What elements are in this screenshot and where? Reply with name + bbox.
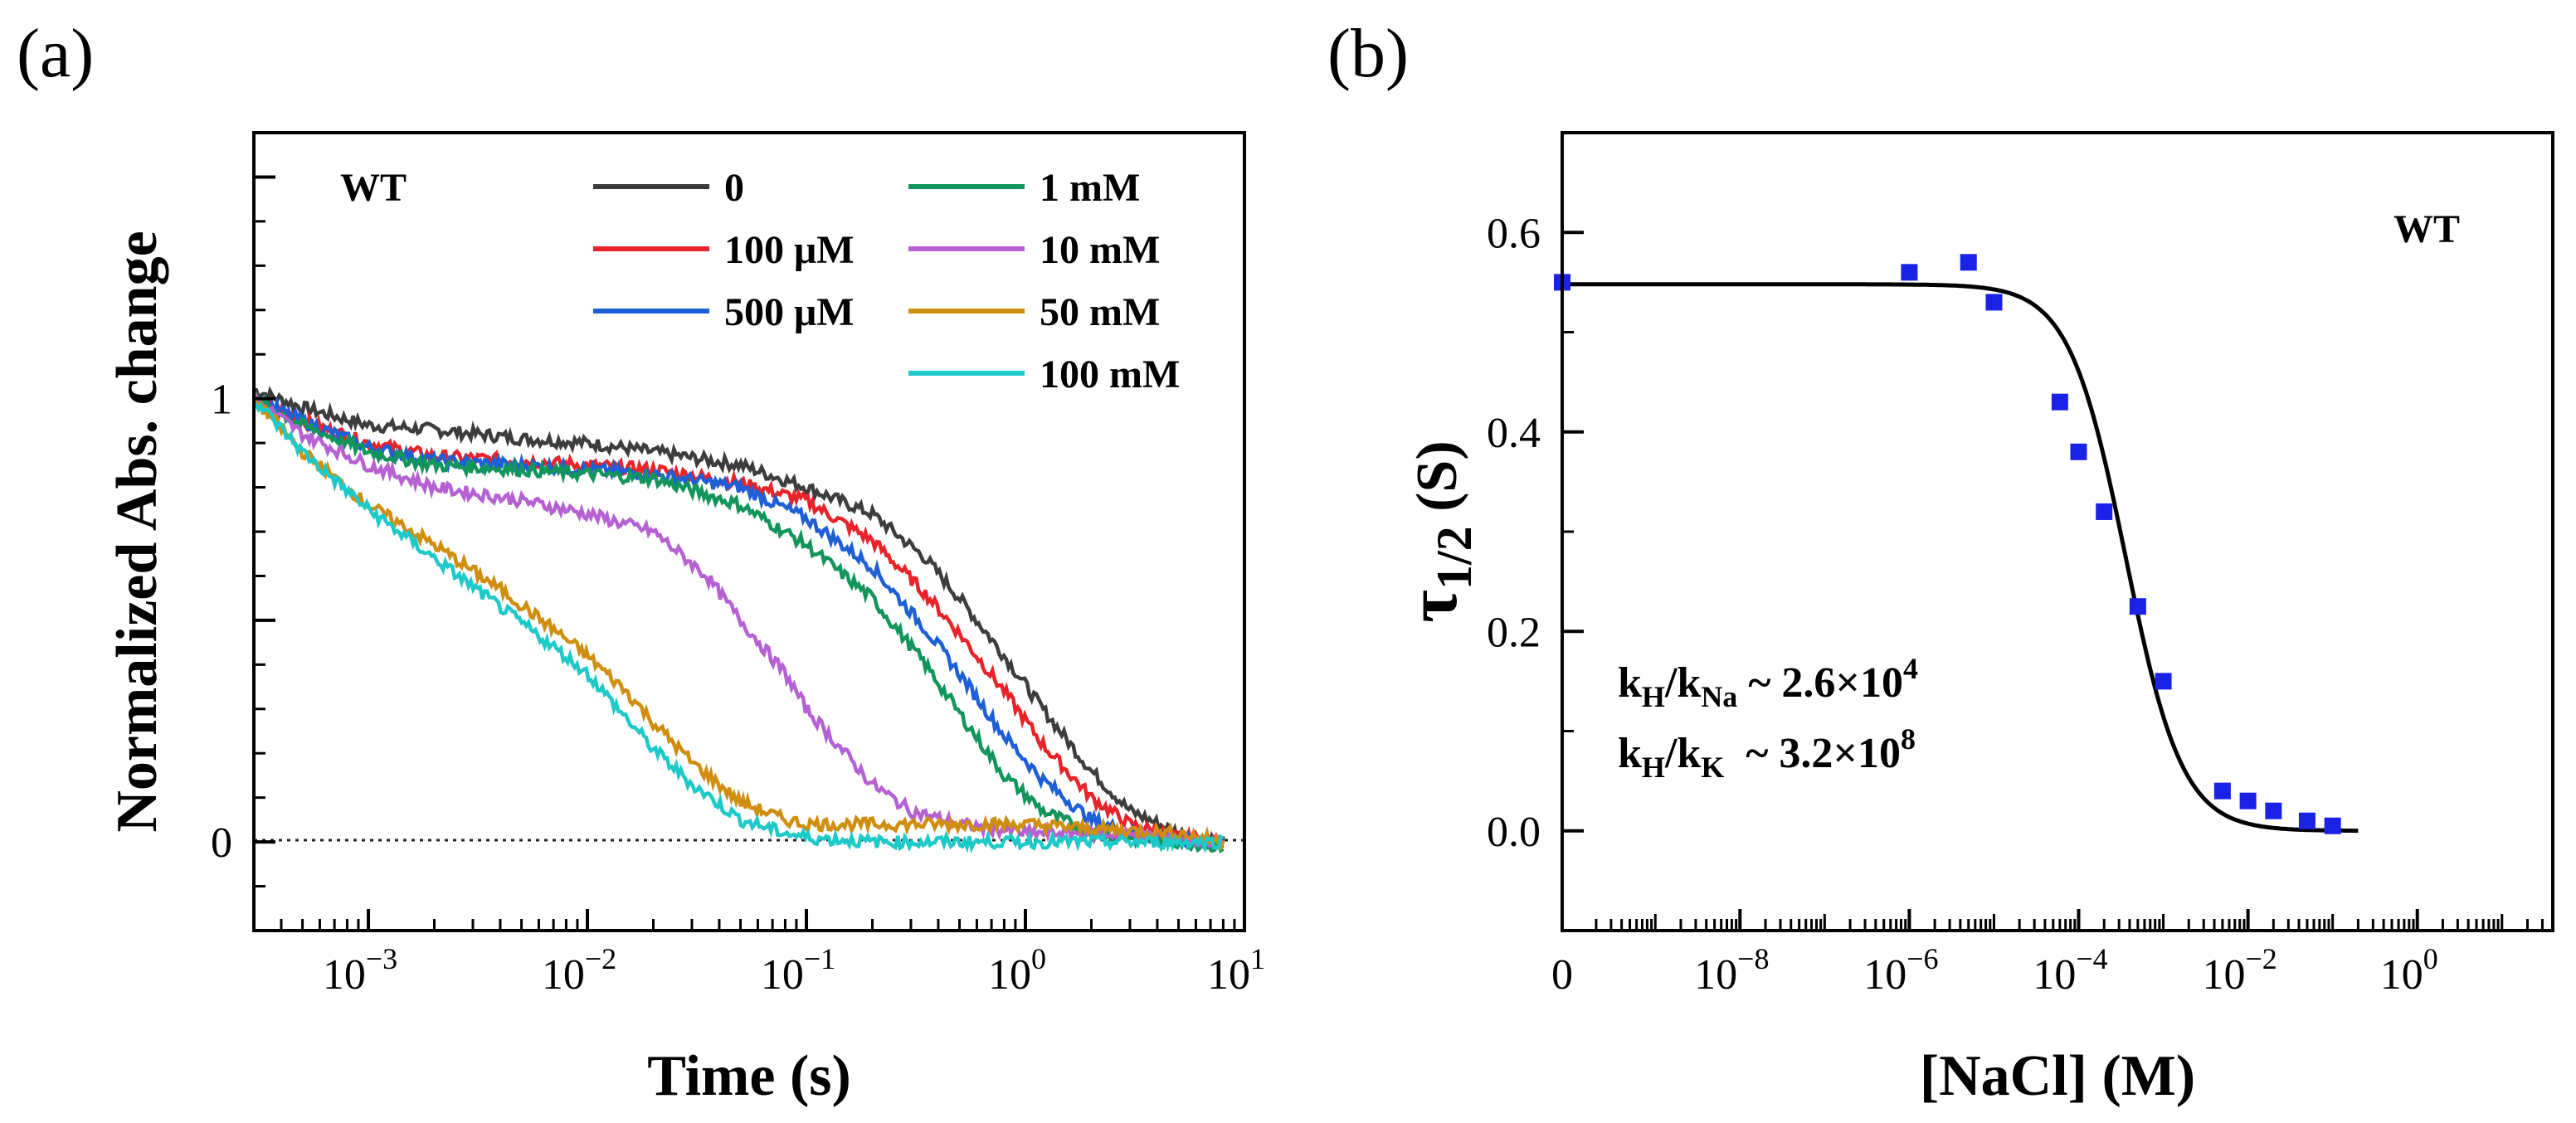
a-x-tick-label: 10−1 (761, 942, 835, 999)
b-y-tick-label: 0.4 (1487, 410, 1541, 457)
b-x-tick-label: 10−4 (2033, 942, 2107, 999)
panel-label-b: (b) (1327, 15, 1409, 92)
a-legend-label: 500 μM (724, 290, 855, 334)
b-points-group (1554, 254, 2341, 834)
b-data-point (2070, 443, 2087, 460)
b-x-tick-label: 10−2 (2202, 942, 2277, 999)
b-fit-curve (1562, 282, 2359, 834)
b-x-tick-label: 10−6 (1863, 942, 1938, 999)
b-y-axis-symbol: τ (1392, 590, 1472, 623)
a-series-line (254, 395, 1225, 852)
panel-b: 0 10−8 10−6 10−4 10−2 100 0.0 0.2 0.4 0.6 WT [NaC… (1392, 131, 2554, 1108)
b-ratio-k: kH/kK ~ 3.2×108 (1618, 722, 1916, 784)
a-series-line (254, 386, 1225, 853)
b-y-tick-label: 0.0 (1487, 809, 1541, 856)
a-y-tick-label: 1 (211, 377, 232, 424)
b-data-point (2239, 792, 2257, 809)
a-wt-annotation: WT (340, 166, 407, 210)
a-legend-label: 50 mM (1040, 290, 1160, 334)
a-legend-label: 100 μM (724, 228, 855, 272)
b-data-point (2096, 503, 2113, 520)
b-data-point (2298, 812, 2315, 829)
a-y-tick-label: 0 (211, 819, 232, 867)
b-y-tick-label: 0.2 (1487, 609, 1541, 656)
a-x-axis-title: Time (s) (647, 1044, 851, 1108)
b-ratio-na: kH/kNa ~ 2.6×104 (1618, 652, 1918, 713)
b-data-point (1960, 254, 1977, 271)
a-x-tick-label: 10−2 (542, 942, 616, 999)
b-x-tick-label: 100 (2380, 942, 2438, 999)
b-data-point (2155, 673, 2172, 690)
b-data-point (1985, 294, 2003, 311)
b-x-zero-label: 0 (1551, 951, 1573, 999)
a-x-tick-label: 101 (1207, 942, 1265, 999)
b-data-point (2129, 598, 2146, 615)
b-data-point (2051, 393, 2068, 411)
b-y-axis-unit: (S) (1405, 440, 1469, 526)
a-series-line (254, 391, 1225, 854)
a-legend-label: 10 mM (1040, 228, 1160, 272)
b-y-tick-label: 0.6 (1487, 210, 1541, 257)
b-data-point (2265, 802, 2282, 819)
b-data-point (2213, 782, 2231, 800)
a-x-tick-label: 10−3 (323, 942, 397, 999)
b-x-axis-title: [NaCl] (M) (1920, 1044, 2195, 1108)
b-y-axis-title: τ1/2 (S) (1392, 440, 1482, 622)
b-axes: 0 10−8 10−6 10−4 10−2 100 0.0 0.2 0.4 0.6 (1487, 131, 2544, 999)
a-plot-frame (252, 131, 1246, 932)
a-series-line (254, 401, 1225, 854)
a-series-group (254, 386, 1225, 854)
b-plot-frame (1561, 131, 2554, 932)
panel-label-a: (a) (17, 15, 94, 92)
a-x-tick-label: 100 (988, 942, 1046, 999)
a-legend-label: 0 (724, 166, 744, 210)
a-legend-label: 1 mM (1040, 166, 1140, 210)
b-wt-annotation: WT (2393, 207, 2460, 251)
a-y-axis-title: Normalized Abs. change (105, 231, 169, 832)
a-legend: 0 100 μM 500 μM 1 mM 10 mM 50 mM 100 mM (593, 166, 1180, 396)
b-y-axis-subscript: 1/2 (1427, 526, 1482, 590)
b-data-point (1901, 264, 1918, 281)
a-legend-label: 100 mM (1040, 352, 1180, 396)
b-data-point (2324, 817, 2341, 834)
b-x-tick-label: 10−8 (1694, 942, 1769, 999)
